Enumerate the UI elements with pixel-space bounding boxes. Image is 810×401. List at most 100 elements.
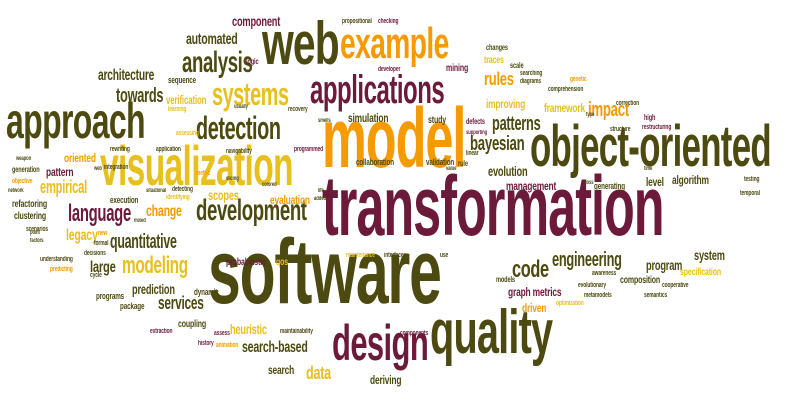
word-oriented: oriented — [64, 151, 96, 165]
word-logic: logic — [246, 57, 259, 66]
word-assessing: assessing — [176, 130, 199, 137]
word-added: added — [314, 196, 326, 202]
word-towards: towards — [116, 85, 164, 107]
word-doss: doss — [584, 180, 594, 186]
word-type: type — [586, 112, 595, 118]
word-refactoring: refactoring — [12, 199, 48, 210]
word-usually: usually — [234, 104, 248, 110]
word-component: component — [232, 13, 281, 29]
word-programmed: programmed — [294, 146, 323, 153]
word-patterns: patterns — [492, 113, 541, 135]
word-visualization: visualization — [100, 134, 294, 197]
word-formal: formal — [94, 240, 109, 247]
word-architecture: architecture — [98, 67, 155, 84]
word-comprehension: comprehension — [548, 86, 584, 93]
word-development: development — [196, 194, 307, 227]
word-driven: driven — [522, 301, 547, 315]
word-large: large — [90, 259, 116, 276]
word-prediction: prediction — [132, 281, 175, 297]
word-level: level — [646, 175, 664, 189]
word-qos: qos — [276, 257, 289, 268]
word-high: high — [644, 113, 656, 122]
word-model: model — [322, 91, 466, 185]
word-supporting: supporting — [466, 130, 488, 136]
word-application: application — [156, 146, 181, 153]
word-temporal: temporal — [740, 190, 760, 197]
word-transformation: transformation — [322, 159, 665, 253]
word-semantics: semantics — [644, 292, 668, 299]
word-restructuring: restructuring — [642, 124, 672, 131]
word-cycle: cycle — [90, 272, 102, 279]
word-detecting: detecting — [172, 186, 193, 193]
word-propositional: propositional — [342, 18, 372, 25]
word-programs: programs — [96, 291, 125, 301]
word-validation: validation — [426, 157, 455, 167]
word-testing: testing — [744, 176, 760, 183]
word-evolutionary: evolutionary — [578, 282, 606, 289]
word-data: data — [306, 363, 331, 383]
word-understanding: understanding — [40, 256, 73, 263]
word-specification: specification — [680, 267, 721, 278]
word-rewriting: rewriting — [110, 146, 130, 153]
word-empirical: empirical — [40, 177, 88, 197]
word-assess: assess — [214, 330, 230, 337]
word-linear: linear — [466, 150, 479, 157]
word-software: software — [208, 221, 442, 323]
word-point: point — [30, 230, 40, 236]
word-maintainability: maintainability — [280, 328, 313, 335]
word-identifying: identifying — [166, 194, 190, 201]
word-analysis: analysis — [182, 46, 253, 79]
word-defects: defects — [466, 117, 485, 126]
word-framework: framework — [544, 101, 585, 115]
word-predicting: predicting — [50, 266, 73, 273]
word-maintenance: maintenance — [346, 252, 375, 259]
word-object-oriented: object-oriented — [530, 114, 772, 179]
word-interfaces: interfaces — [384, 252, 407, 259]
word-graph-metrics: graph metrics — [508, 285, 562, 299]
word-scale: scale — [510, 61, 524, 70]
word-correction: correction — [616, 100, 639, 107]
word-searching: searching — [520, 70, 543, 77]
word-design: design — [332, 315, 429, 371]
word-approach: approach — [6, 93, 146, 149]
word-dynamic: dynamic — [194, 287, 219, 297]
word-quantitative: quantitative — [110, 231, 177, 253]
word-generating: generating — [594, 181, 625, 191]
word-evolution: evolution — [488, 163, 528, 179]
word-composition: composition — [620, 275, 661, 286]
word-navigability: navigability — [226, 148, 252, 155]
word-scopes: scopes — [208, 187, 239, 203]
word-genetic: genetic — [570, 76, 587, 83]
word-bayesian: bayesian — [470, 133, 525, 155]
word-traces: traces — [484, 55, 504, 66]
word-simulation: simulation — [348, 111, 389, 125]
word-detection: detection — [196, 110, 281, 146]
word-metric: metric — [196, 170, 211, 177]
word-history: history — [198, 340, 214, 347]
word-improving: improving — [486, 97, 526, 111]
word-extraction: extraction — [150, 328, 173, 335]
word-decisions: decisions — [84, 250, 106, 257]
word-web: web — [262, 10, 340, 77]
word-animation: animation — [216, 342, 239, 349]
word-generation: generation — [12, 165, 40, 174]
word-execution: execution — [110, 195, 139, 205]
word-systems: systems — [212, 76, 289, 112]
word-integration: integration — [104, 164, 129, 171]
word-management: management — [506, 179, 557, 193]
word-use: use — [440, 252, 449, 259]
word-learning: learning — [168, 106, 187, 113]
word-evaluation: evaluation — [270, 193, 310, 207]
word-mixed: mixed — [134, 218, 146, 224]
word-metamodels: metamodels — [584, 292, 612, 299]
word-engineering: engineering — [552, 249, 622, 271]
word-verification: verification — [166, 93, 207, 107]
word-value: value — [446, 166, 457, 172]
word-cooperative: cooperative — [662, 282, 689, 289]
word-search-based: search-based — [242, 339, 308, 356]
word-collaboration: collaboration — [356, 157, 394, 167]
word-package: package — [120, 301, 145, 311]
word-objective: objective — [12, 178, 33, 185]
word-system: system — [694, 247, 725, 263]
word-slicing: slicing — [226, 176, 239, 182]
